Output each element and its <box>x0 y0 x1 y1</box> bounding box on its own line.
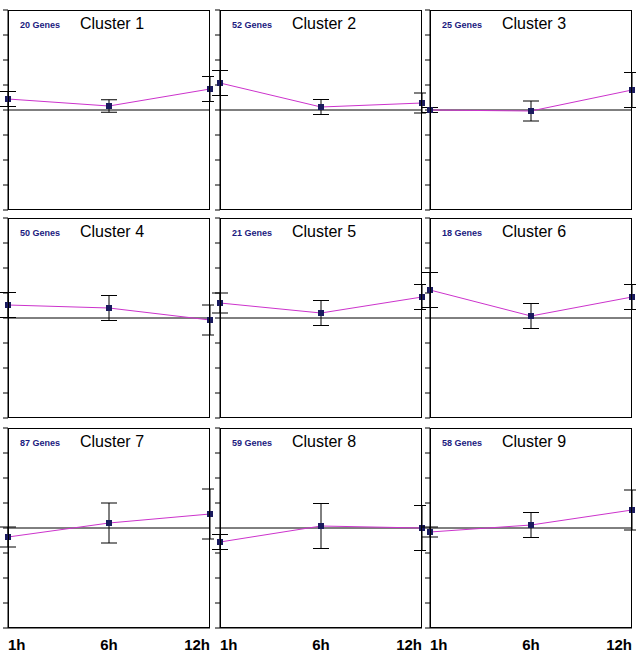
html-text:50 Genes: 50 Genes <box>20 228 60 238</box>
html-text:Cluster 2: Cluster 2 <box>292 15 356 32</box>
html-text:25 Genes: 25 Genes <box>442 20 482 30</box>
svg-text:1h: 1h <box>430 636 448 653</box>
svg-text:6h: 6h <box>312 636 330 653</box>
svg-text:12h: 12h <box>606 636 632 653</box>
svg-text:12h: 12h <box>184 636 210 653</box>
html-text:21 Genes: 21 Genes <box>232 228 272 238</box>
html-text:Cluster 1: Cluster 1 <box>80 15 144 32</box>
html-text:59 Genes: 59 Genes <box>232 438 272 448</box>
html-text:Cluster 5: Cluster 5 <box>292 223 356 240</box>
html-text:Cluster 6: Cluster 6 <box>502 223 566 240</box>
html-text:Cluster 8: Cluster 8 <box>292 433 356 450</box>
html-text:Cluster 9: Cluster 9 <box>502 433 566 450</box>
html-text:18 Genes: 18 Genes <box>442 228 482 238</box>
html-text:52 Genes: 52 Genes <box>232 20 272 30</box>
svg-text:12h: 12h <box>396 636 422 653</box>
svg-text:6h: 6h <box>522 636 540 653</box>
svg-text:1h: 1h <box>8 636 26 653</box>
html-text:Cluster 7: Cluster 7 <box>80 433 144 450</box>
svg-text:1h: 1h <box>220 636 238 653</box>
svg-text:6h: 6h <box>100 636 118 653</box>
html-text:87 Genes: 87 Genes <box>20 438 60 448</box>
html-text:20 Genes: 20 Genes <box>20 20 60 30</box>
html-text:Cluster 4: Cluster 4 <box>80 223 144 240</box>
html-text:58 Genes: 58 Genes <box>442 438 482 448</box>
html-text:Cluster 3: Cluster 3 <box>502 15 566 32</box>
